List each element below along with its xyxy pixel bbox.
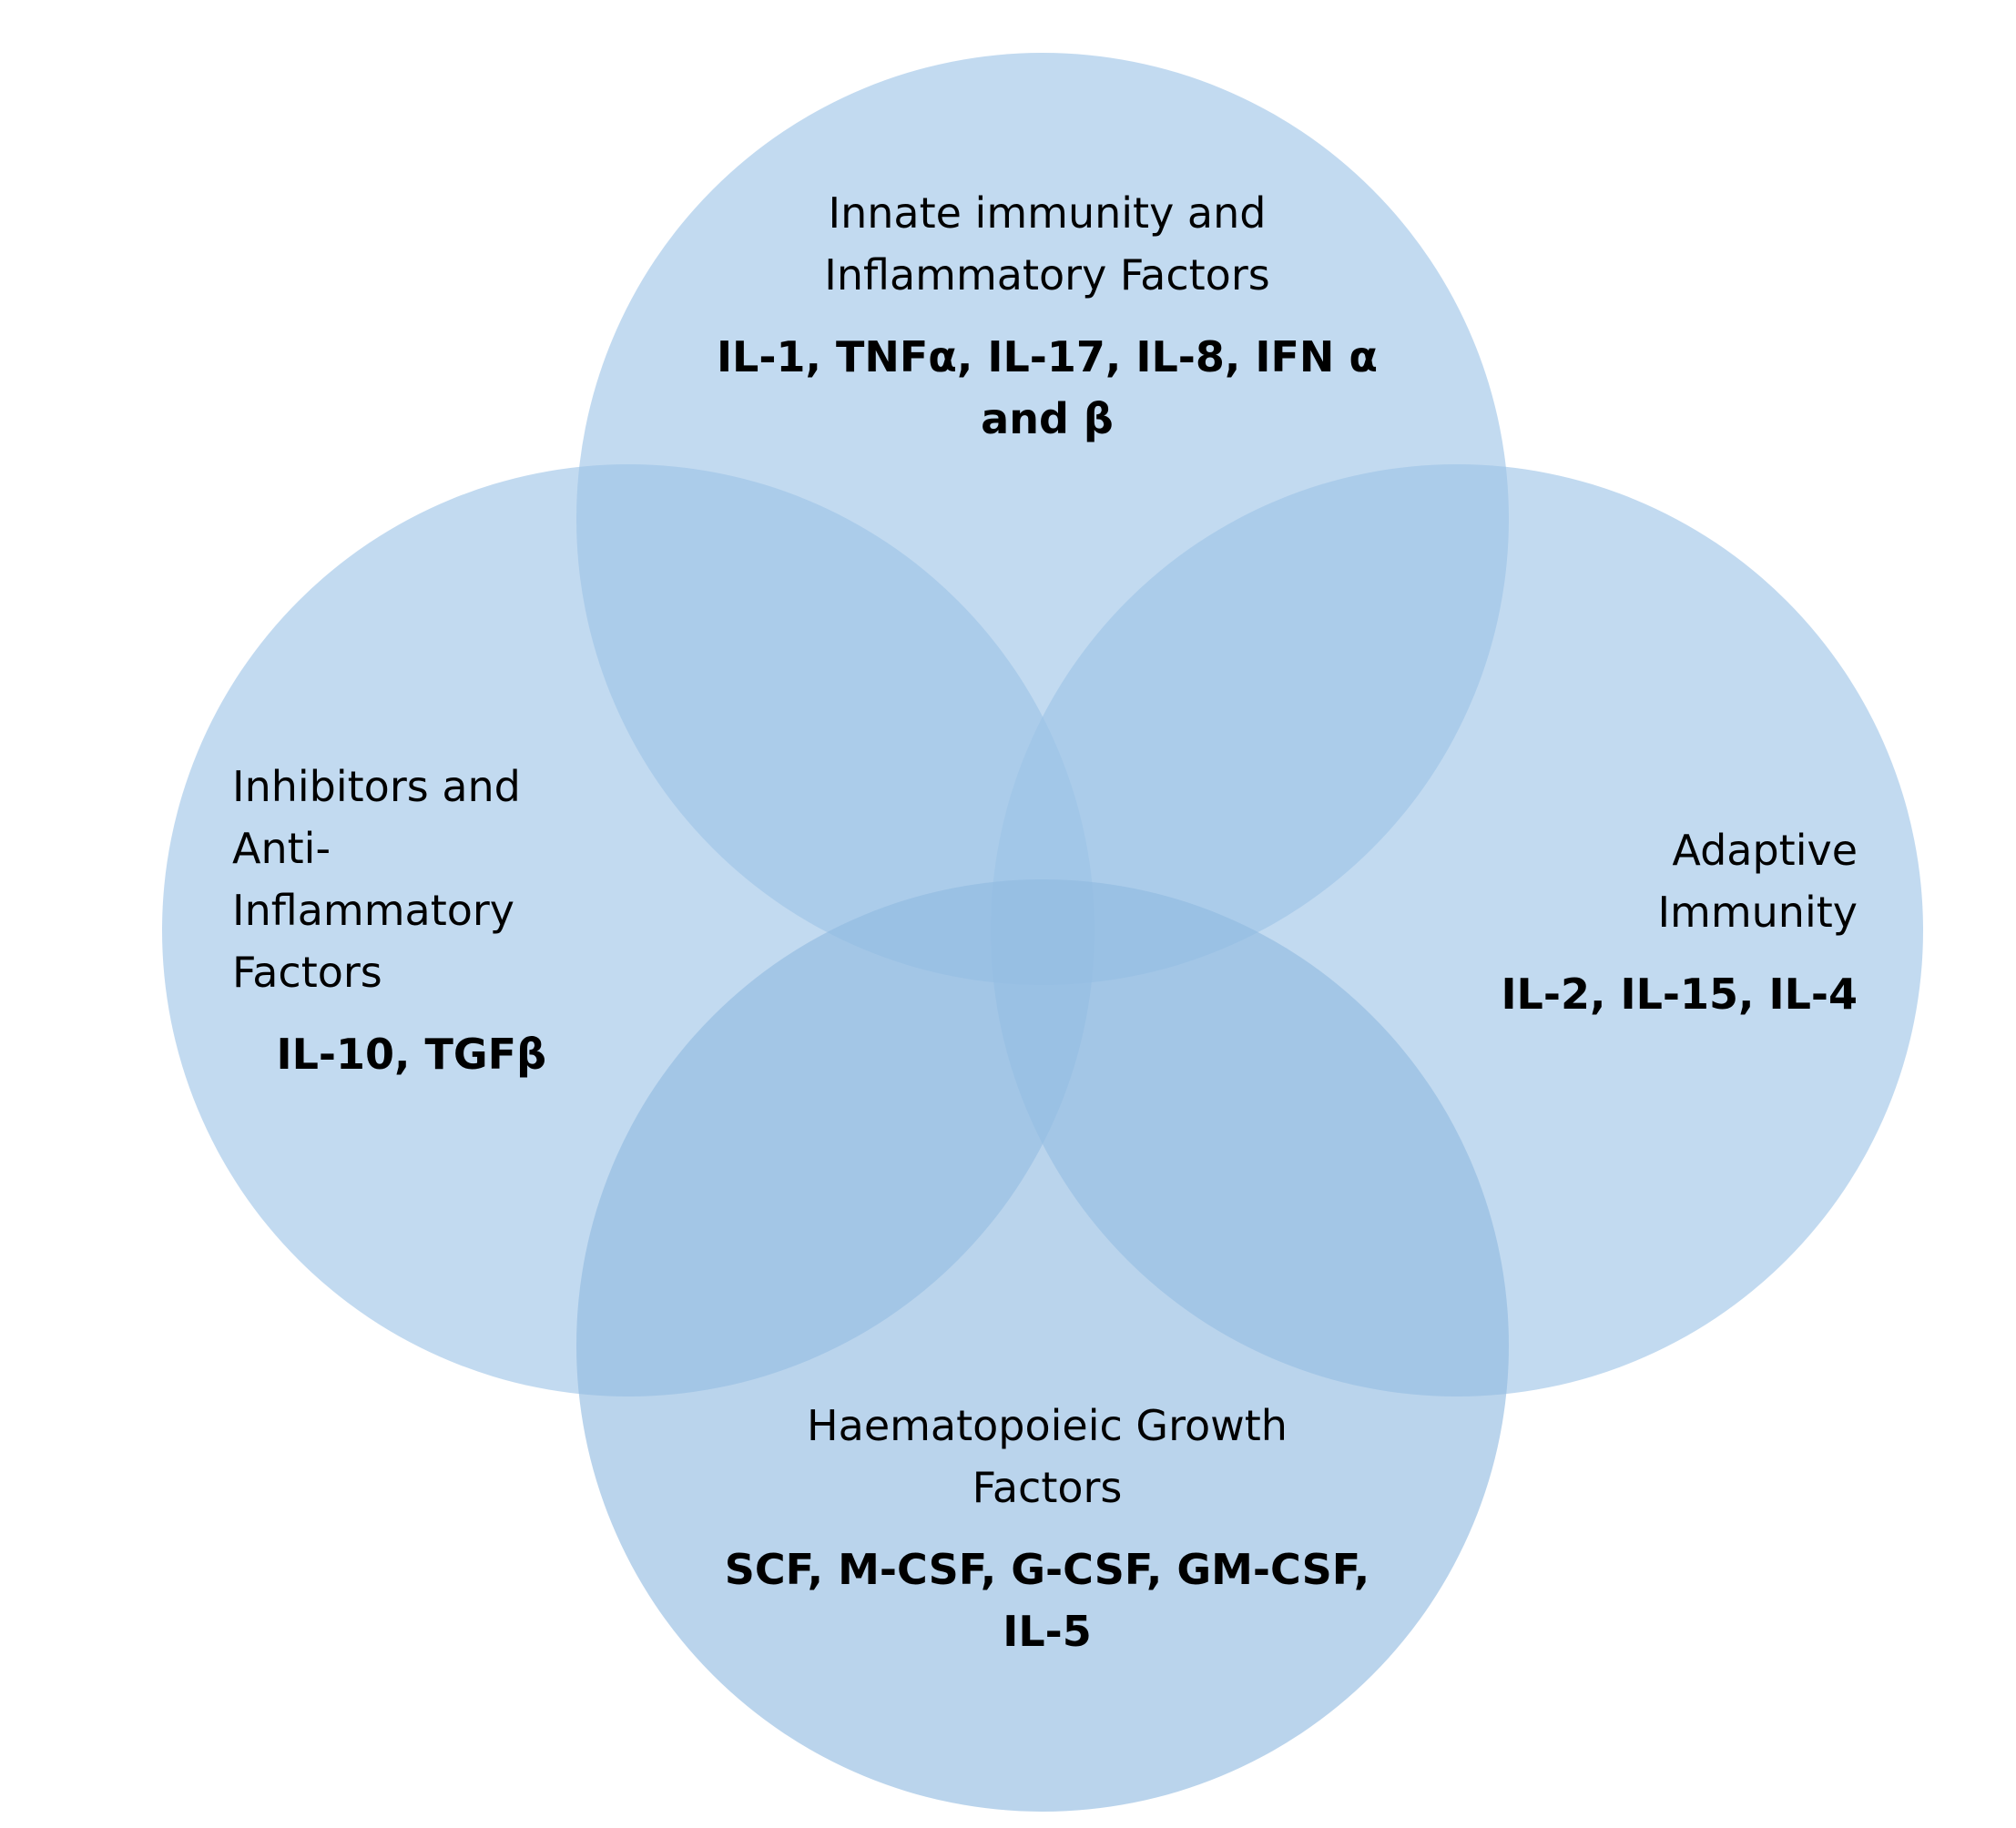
set-label-top: Innate immunity and Inflammatory Factors… [674,182,1420,450]
items-line: and β [981,394,1114,443]
heading-line: Inhibitors and [232,762,521,811]
heading-line: Inflammatory Factors [824,250,1270,300]
heading-line: Haematopoieic Growth [807,1401,1288,1450]
heading-line: Factors [972,1463,1123,1512]
heading-line: Factors [232,948,382,997]
items-line: IL-5 [1003,1607,1092,1656]
set-circle-bottom [576,879,1509,1812]
set-items-right: IL-2, IL-15, IL-4 [1466,963,1858,1025]
items-line: IL-2, IL-15, IL-4 [1501,970,1858,1019]
set-heading-bottom: Haematopoieic Growth Factors [674,1395,1420,1518]
heading-line: Inflammatory [232,886,515,935]
items-line: IL-1, TNFα, IL-17, IL-8, IFN α [716,332,1379,381]
set-items-bottom: SCF, M-CSF, G-CSF, GM-CSF, IL-5 [674,1539,1420,1662]
set-items-top: IL-1, TNFα, IL-17, IL-8, IFN α and β [674,326,1420,450]
set-heading-top: Innate immunity and Inflammatory Factors [674,182,1420,306]
items-line: SCF, M-CSF, G-CSF, GM-CSF, [724,1545,1370,1594]
set-heading-left: Inhibitors and Anti- Inflammatory Factor… [232,756,587,1003]
set-label-right: Adaptive Immunity IL-2, IL-15, IL-4 [1466,819,1858,1025]
set-label-bottom: Haematopoieic Growth Factors SCF, M-CSF,… [674,1395,1420,1662]
set-heading-right: Adaptive Immunity [1466,819,1858,943]
set-label-left: Inhibitors and Anti- Inflammatory Factor… [232,756,587,1085]
heading-line: Innate immunity and [828,188,1267,238]
items-line: IL-10, TGFβ [276,1030,546,1079]
set-items-left: IL-10, TGFβ [232,1023,587,1085]
heading-line: Anti- [232,824,331,873]
heading-line: Immunity [1657,888,1858,937]
heading-line: Adaptive [1672,826,1858,875]
